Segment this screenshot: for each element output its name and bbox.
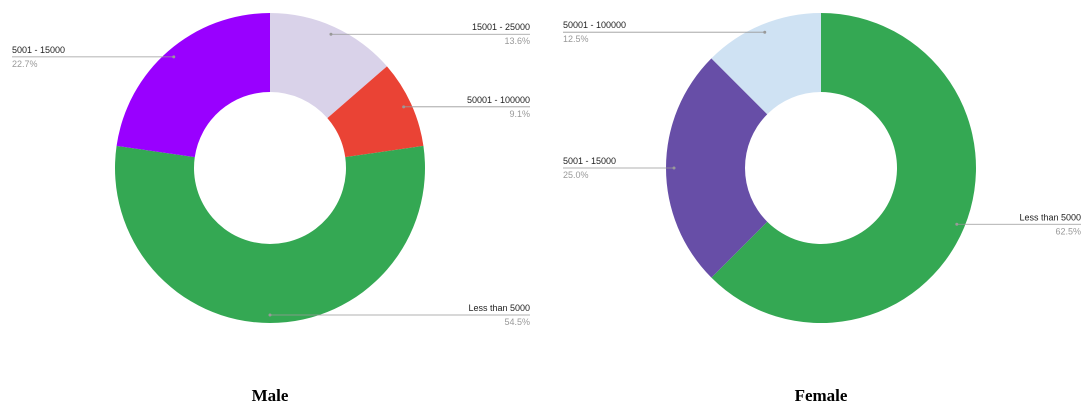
slice-value-label: 13.6%: [504, 36, 530, 46]
callout-dot: [172, 55, 176, 59]
slice: [665, 58, 768, 278]
slice: [711, 12, 821, 115]
slice-label: 50001 - 100000: [467, 95, 530, 105]
callout-dot: [402, 105, 406, 109]
slice-label: 5001 - 15000: [563, 156, 616, 166]
slice: [115, 145, 426, 324]
slice-label: 50001 - 100000: [563, 20, 626, 30]
slice: [270, 13, 387, 119]
slice-value-label: 22.7%: [12, 59, 38, 69]
slice-label: Less than 5000: [468, 303, 530, 313]
slice-value-label: 9.1%: [509, 109, 530, 119]
callout-dot: [955, 222, 959, 226]
slice: [116, 13, 271, 158]
slice: [711, 13, 976, 324]
slice-label: 15001 - 25000: [472, 22, 530, 32]
chart-title: Female: [795, 386, 848, 405]
callout-dot: [268, 313, 272, 317]
slice-label: 5001 - 15000: [12, 45, 65, 55]
callout-dot: [672, 166, 676, 170]
callout-dot: [329, 32, 333, 36]
slice-value-label: 12.5%: [563, 34, 589, 44]
slice-label: Less than 5000: [1019, 212, 1081, 222]
slice-value-label: 54.5%: [504, 317, 530, 327]
callout-dot: [763, 30, 767, 34]
slice-value-label: 62.5%: [1055, 226, 1081, 236]
slice-value-label: 25.0%: [563, 170, 589, 180]
chart-title: Male: [252, 386, 289, 405]
slice: [327, 66, 424, 158]
